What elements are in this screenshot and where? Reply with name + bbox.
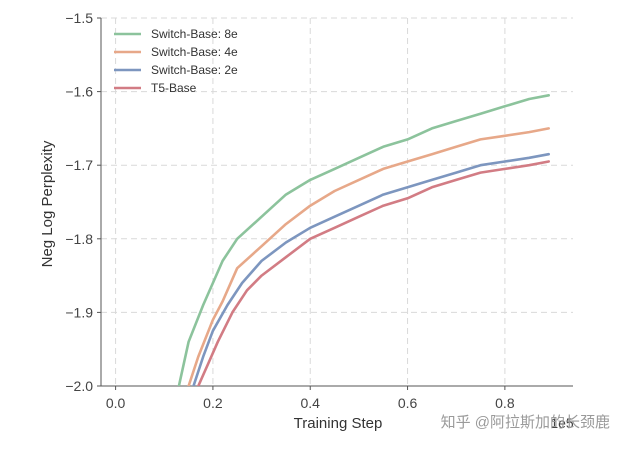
- grid: [101, 17, 573, 387]
- series-line-2: [187, 127, 551, 386]
- legend-label-1: Switch-Base: 8e: [151, 27, 238, 41]
- x-tick-label: 0.2: [203, 395, 223, 411]
- legend: Switch-Base: 8e Switch-Base: 4e Switch-Bas…: [114, 27, 238, 95]
- y-tick-label: −2.0: [65, 378, 93, 394]
- series-line-1: [177, 94, 551, 386]
- y-tick-label: −1.8: [65, 231, 93, 247]
- x-axis-scale-label: 1e5: [550, 415, 574, 431]
- x-tick-label: 0.6: [398, 395, 418, 411]
- series-line-4: [197, 160, 551, 386]
- series-lines: [177, 94, 551, 386]
- watermark-text: 知乎 @阿拉斯加的长颈鹿: [441, 414, 610, 431]
- y-tick-label: −1.7: [65, 157, 93, 173]
- x-axis-title: Training Step: [294, 415, 383, 432]
- x-tick-label: 0.8: [495, 395, 515, 411]
- legend-label-4: T5-Base: [151, 81, 197, 95]
- legend-label-2: Switch-Base: 4e: [151, 45, 238, 59]
- series-line-3: [192, 152, 551, 386]
- x-tick-label: 0.0: [106, 395, 126, 411]
- axes: 0.0 0.2 0.4 0.6 0.8 −2.0 −1.9 −1.8 −1.7 −1.6 −1.5: [65, 10, 573, 411]
- legend-label-3: Switch-Base: 2e: [151, 63, 238, 77]
- y-tick-label: −1.5: [65, 10, 93, 26]
- y-tick-label: −1.9: [65, 304, 93, 320]
- y-axis-title: Neg Log Perplexity: [39, 140, 56, 267]
- y-tick-label: −1.6: [65, 84, 93, 100]
- x-tick-label: 0.4: [301, 395, 321, 411]
